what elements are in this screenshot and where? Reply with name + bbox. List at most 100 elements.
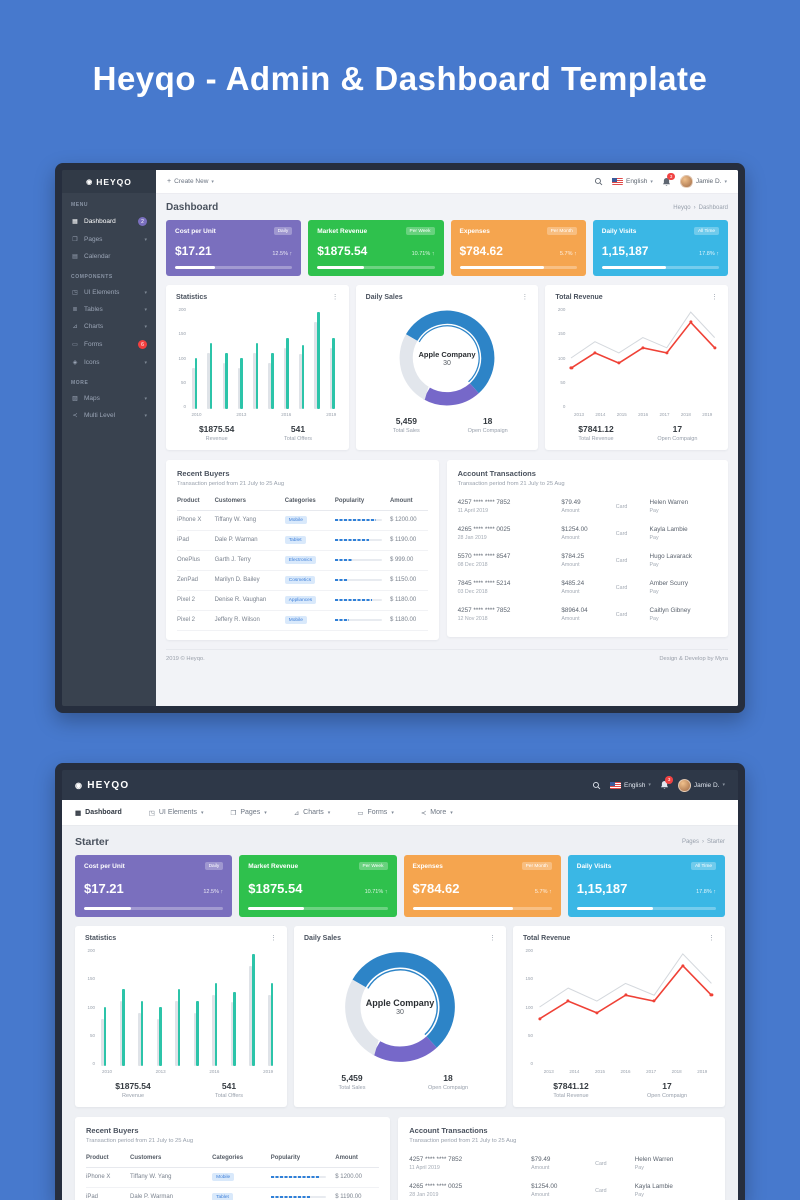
- table-row[interactable]: iPad Dale P. Warman Tablet $ 1190.00: [177, 531, 428, 551]
- y-tick: 50: [527, 1032, 533, 1038]
- stat-card-daily-visits[interactable]: Daily Visits All Time 1,15,187 17.8% ↑: [592, 220, 728, 276]
- transaction-row[interactable]: 4265 **** **** 0025 28 Jan 2019 $1254.00 Am…: [458, 520, 717, 547]
- transaction-row[interactable]: 4257 **** **** 7852 11 April 2019 $79.49 Am…: [458, 493, 717, 520]
- sidebar-item-tables[interactable]: ≣ Tables ▾: [62, 301, 156, 318]
- stat-value: 5,459: [341, 1073, 363, 1083]
- amount-label: Amount: [561, 615, 580, 622]
- sidebar-item-charts[interactable]: ⊿ Charts ▾: [62, 318, 156, 335]
- search-icon[interactable]: [592, 781, 601, 790]
- notifications-button[interactable]: 3: [662, 172, 675, 187]
- chart-footer: $7841.12 Total Revenue 17 Open Compaign: [555, 424, 718, 442]
- breadcrumb-root[interactable]: Heyqo: [673, 204, 691, 211]
- nav-item-forms[interactable]: ▭ Forms ▾: [357, 809, 394, 817]
- brand-logo[interactable]: ◉ HEYQO: [75, 780, 129, 791]
- product-cell: iPad: [86, 1194, 99, 1200]
- chart-footer-stat: 5,459 Total Sales: [366, 416, 447, 434]
- brand-logo[interactable]: ◉ HEYQO: [62, 170, 156, 193]
- popularity-cell: [334, 518, 390, 522]
- category-badge: Mobile: [284, 616, 307, 624]
- user-menu[interactable]: Jamie D. ▾: [679, 175, 727, 188]
- table-row[interactable]: Pixel 2 Denise R. Vaughan Appliances $ 1180…: [177, 591, 428, 611]
- table-row[interactable]: iPhone X Tiffany W. Yang Mobile $ 1200.00: [177, 511, 428, 531]
- sidebar-item-calendar[interactable]: ▤ Calendar: [62, 248, 156, 265]
- breadcrumb-current: Dashboard: [698, 204, 728, 211]
- sidebar-item-forms[interactable]: ▭ Forms 6: [62, 335, 156, 354]
- sidebar-item-maps[interactable]: ▨ Maps ▾: [62, 390, 156, 407]
- kebab-menu-icon[interactable]: ⋮: [270, 935, 277, 942]
- sidebar-item-pages[interactable]: ❐ Pages ▾: [62, 231, 156, 248]
- topbar-actions: English ▾ 3 Jamie D. ▾: [592, 776, 725, 792]
- sidebar-item-icons[interactable]: ◈ Icons ▾: [62, 354, 156, 371]
- language-label: English: [625, 178, 648, 185]
- stat-card-cost-per-unit[interactable]: Cost per Unit Daily $17.21 12.5% ↑: [166, 220, 302, 276]
- stat-card-expenses[interactable]: Expenses Per Month $784.62 5.7% ↑: [403, 855, 561, 917]
- kebab-menu-icon[interactable]: ⋮: [521, 294, 529, 301]
- breadcrumb-root[interactable]: Pages: [681, 839, 699, 845]
- stat-label: Total Sales: [338, 1085, 366, 1091]
- stat-card-cost-per-unit[interactable]: Cost per Unit Daily $17.21 12.5% ↑: [75, 855, 233, 917]
- x-tick: 2013: [574, 412, 585, 417]
- sidebar-item-dashboard[interactable]: ▦ Dashboard 2: [62, 212, 156, 231]
- stat-period-badge: All Time: [690, 862, 716, 870]
- amount-cell: $ 1190.00: [389, 537, 417, 543]
- table-row[interactable]: iPhone X Tiffany W. Yang Mobile $ 1200.00: [86, 1168, 380, 1188]
- sidebar-item-ui-elements[interactable]: ◳ UI Elements ▾: [62, 284, 156, 301]
- nav-item-more[interactable]: ≺ More ▾: [421, 809, 453, 817]
- sidebar-nav: MENU ▦ Dashboard 2 ❐ Pages ▾ ▤ Calendar COMPONENT…: [62, 193, 156, 424]
- kebab-menu-icon[interactable]: ⋮: [489, 935, 496, 942]
- notifications-button[interactable]: 3: [660, 776, 673, 790]
- transaction-row[interactable]: 4257 **** **** 7852 12 Nov 2018 $8964.04 Am…: [458, 601, 717, 628]
- nav-item-dashboard[interactable]: ▦ Dashboard: [75, 809, 122, 817]
- x-tick: 2018: [671, 1069, 682, 1074]
- kebab-menu-icon[interactable]: ⋮: [708, 935, 715, 942]
- language-dropdown[interactable]: English ▾: [611, 178, 653, 185]
- nav-item-pages[interactable]: ❐ Pages ▾: [231, 809, 267, 817]
- table-row[interactable]: iPad Dale P. Warman Tablet $ 1190.00: [86, 1188, 379, 1200]
- stat-period-badge: Per Month: [521, 862, 552, 870]
- donut-center-label: Apple Company 30: [418, 350, 475, 367]
- pages-icon: ❐: [72, 237, 78, 243]
- chart-footer-stat: 541 Total Offers: [181, 1081, 277, 1099]
- nav-item-ui-elements[interactable]: ◳ UI Elements ▾: [149, 809, 204, 817]
- card-number: 5570 **** **** 8547: [457, 552, 511, 560]
- sidebar-item-multi-level[interactable]: ≺ Multi Level ▾: [62, 407, 156, 424]
- x-tick: 2017: [646, 1069, 657, 1074]
- y-tick: 100: [525, 1004, 533, 1010]
- transaction-row[interactable]: 5570 **** **** 8547 08 Dec 2018 $784.25 Amo…: [458, 547, 717, 574]
- transaction-row[interactable]: 4265 **** **** 0025 28 Jan 2019 $1254.00 Am…: [409, 1177, 714, 1200]
- table-row[interactable]: Pixel 2 Jeffery R. Wilson Mobile $ 1180.00: [177, 611, 428, 631]
- amount-cell: $ 1180.00: [389, 597, 417, 603]
- chevron-down-icon: ▾: [391, 809, 394, 816]
- stat-period-badge: Daily: [204, 862, 224, 870]
- stat-card-daily-visits[interactable]: Daily Visits All Time 1,15,187 17.8% ↑: [567, 855, 725, 917]
- chart-footer-stat: 17 Open Compaign: [619, 1081, 715, 1099]
- table-row[interactable]: ZenPad Marilyn D. Bailey Cosmetics $ 1150.0…: [177, 571, 428, 591]
- breadcrumb: Heyqo › Dashboard: [673, 205, 728, 211]
- popularity-bar: [334, 598, 382, 602]
- table-row[interactable]: OnePlus Garth J. Terry Electronics $ 999.00: [177, 551, 428, 571]
- category-cell: Electronics: [284, 556, 335, 564]
- create-new-button[interactable]: + Create New ▾: [167, 178, 214, 185]
- user-menu[interactable]: Jamie D. ▾: [677, 778, 725, 792]
- popularity-bar: [334, 558, 382, 562]
- stat-percent: 5.7% ↑: [534, 889, 552, 895]
- category-badge: Electronics: [284, 556, 317, 564]
- stat-value: 5,459: [395, 416, 417, 426]
- search-icon[interactable]: [594, 177, 603, 186]
- sidebar-item-label: Multi Level: [84, 412, 116, 419]
- transaction-row[interactable]: 4257 **** **** 7852 11 April 2019 $79.49 Am…: [409, 1150, 714, 1177]
- x-tick: [309, 412, 324, 417]
- stat-card-expenses[interactable]: Expenses Per Month $784.62 5.7% ↑: [450, 220, 586, 276]
- breadcrumb: Pages › Starter: [682, 839, 725, 845]
- kebab-menu-icon[interactable]: ⋮: [711, 294, 719, 301]
- chart-card-total-revenue: Total Revenue ⋮ 200 150 100 50 0 2013 2014 2015 20…: [513, 926, 725, 1107]
- kebab-menu-icon[interactable]: ⋮: [331, 294, 339, 301]
- amount-cell: $1254.00 Amount: [531, 1183, 595, 1198]
- transaction-row[interactable]: 7845 **** **** 5214 03 Dec 2018 $485.24 Amo…: [458, 574, 717, 601]
- language-dropdown[interactable]: English ▾: [609, 781, 651, 789]
- stat-label: Open Compaign: [657, 436, 698, 442]
- sidebar-item-label: UI Elements: [84, 289, 120, 296]
- stat-card-market-revenue[interactable]: Market Revenue Per Week $1875.54 10.71% ↑: [239, 855, 397, 917]
- stat-card-market-revenue[interactable]: Market Revenue Per Week $1875.54 10.71% ↑: [308, 220, 444, 276]
- nav-item-charts[interactable]: ⊿ Charts ▾: [294, 809, 331, 817]
